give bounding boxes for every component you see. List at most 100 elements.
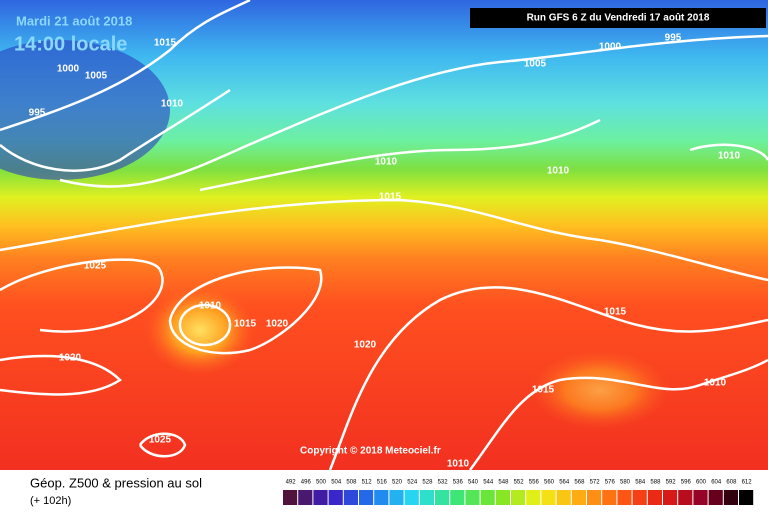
legend-swatch (693, 490, 708, 505)
isobar (0, 198, 768, 282)
legend-title: Géop. Z500 & pression au sol (30, 475, 202, 490)
isobar-label: 1005 (524, 59, 547, 70)
legend-swatch (283, 490, 298, 505)
isobar (138, 432, 187, 458)
isobars (0, 0, 768, 470)
run-box (470, 8, 766, 28)
isobar (0, 88, 231, 172)
legend-value: 612 (742, 480, 753, 486)
legend-value: 576 (605, 480, 616, 486)
cut-off-low (145, 285, 255, 375)
legend-value: 528 (422, 480, 433, 486)
isobar-label: 995 (665, 33, 682, 44)
isobar-label: 1000 (599, 42, 622, 53)
isobar-label: 1015 (532, 385, 555, 396)
legend-value: 596 (681, 480, 692, 486)
isobar (178, 303, 232, 347)
isobar-label: 1025 (84, 261, 107, 272)
isobar (0, 0, 251, 132)
isobar-label: 1010 (718, 151, 741, 162)
isobar (199, 118, 601, 192)
legend-value: 540 (468, 480, 479, 486)
legend-swatch (571, 490, 586, 505)
isobar-label: 1010 (704, 378, 727, 389)
legend-swatch (739, 490, 754, 505)
legend-swatch (511, 490, 526, 505)
legend-value: 536 (453, 480, 464, 486)
legend-value: 560 (544, 480, 555, 486)
legend-value: 532 (438, 480, 449, 486)
legend-swatch (359, 490, 374, 505)
legend-value: 492 (286, 480, 297, 486)
legend-swatch (465, 490, 480, 505)
legend-value: 512 (362, 480, 373, 486)
legend-subtitle: (+ 102h) (30, 495, 71, 507)
legend-swatch (374, 490, 389, 505)
isobar (59, 34, 768, 188)
legend-value: 516 (377, 480, 388, 486)
legend-swatch (723, 490, 738, 505)
isobar-label: 1020 (59, 353, 82, 364)
isobar-label: 1010 (161, 99, 184, 110)
isobar-label: 1010 (547, 166, 570, 177)
legend-swatch (298, 490, 313, 505)
legend-swatch (328, 490, 343, 505)
low-field (0, 40, 170, 180)
legend-swatch (541, 490, 556, 505)
legend-swatch (389, 490, 404, 505)
legend-swatch (419, 490, 434, 505)
legend-value: 604 (711, 480, 722, 486)
legend-value: 588 (650, 480, 661, 486)
legend-value: 608 (726, 480, 737, 486)
copyright: Copyright © 2018 Meteociel.fr (300, 446, 441, 457)
legend-swatch (343, 490, 358, 505)
legend-value: 600 (696, 480, 707, 486)
legend-value: 556 (529, 480, 540, 486)
legend-swatch (313, 490, 328, 505)
isobar-label: 1010 (375, 157, 398, 168)
legend-swatch (480, 490, 495, 505)
run-info: Run GFS 6 Z du Vendredi 17 août 2018 (527, 13, 710, 24)
isobar (0, 258, 164, 333)
isobar (328, 286, 768, 471)
isobar-label: 1020 (354, 340, 377, 351)
legend-value: 548 (498, 480, 509, 486)
legend-value: 564 (559, 480, 570, 486)
legend-value: 520 (392, 480, 403, 486)
legend-swatch (556, 490, 571, 505)
legend-value: 524 (407, 480, 418, 486)
isobar (689, 143, 768, 161)
legend-swatch (663, 490, 678, 505)
legend-swatch (587, 490, 602, 505)
legend-value: 496 (301, 480, 312, 486)
isobar-label: 1025 (149, 435, 172, 446)
legend-swatch (678, 490, 693, 505)
isobar-label: 995 (29, 108, 46, 119)
legend-value: 552 (514, 480, 525, 486)
isobar-label: 1015 (154, 38, 177, 49)
isobar-label: 1005 (85, 71, 108, 82)
legend-value: 572 (590, 480, 601, 486)
legend-value: 504 (331, 480, 342, 486)
legend-swatch (450, 490, 465, 505)
isobar (168, 266, 323, 355)
isobar-label: 1015 (379, 192, 402, 203)
legend-value: 584 (635, 480, 646, 486)
legend-value: 568 (574, 480, 585, 486)
legend-swatch (632, 490, 647, 505)
legend-value: 592 (666, 480, 677, 486)
legend-swatch (404, 490, 419, 505)
legend-swatch (526, 490, 541, 505)
isobar-label: 1000 (57, 64, 80, 75)
local-time: 14:00 locale (14, 33, 127, 55)
legend-value: 544 (483, 480, 494, 486)
isobar-label: 1010 (447, 459, 470, 470)
warm-area (530, 350, 670, 430)
legend-value: 500 (316, 480, 327, 486)
legend-swatch (708, 490, 723, 505)
isobar (468, 358, 768, 471)
legend-swatch (617, 490, 632, 505)
isobar (0, 354, 122, 396)
legend-value: 580 (620, 480, 631, 486)
date: Mardi 21 août 2018 (16, 13, 132, 28)
